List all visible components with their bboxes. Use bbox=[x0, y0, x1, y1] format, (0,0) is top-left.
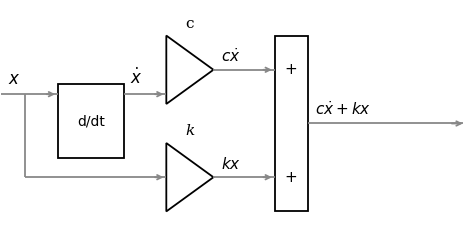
Text: d/dt: d/dt bbox=[77, 114, 105, 128]
FancyBboxPatch shape bbox=[275, 36, 308, 211]
Text: $c\dot{x}$: $c\dot{x}$ bbox=[220, 47, 240, 65]
Text: $\dot{x}$: $\dot{x}$ bbox=[129, 68, 142, 88]
Text: k: k bbox=[185, 124, 194, 138]
Text: +: + bbox=[285, 170, 298, 185]
Text: $c\dot{x} + kx$: $c\dot{x} + kx$ bbox=[315, 100, 371, 118]
Text: c: c bbox=[186, 17, 194, 31]
FancyBboxPatch shape bbox=[58, 84, 124, 158]
Text: +: + bbox=[285, 62, 298, 77]
Text: $x$: $x$ bbox=[9, 71, 21, 88]
Text: $kx$: $kx$ bbox=[220, 156, 240, 172]
